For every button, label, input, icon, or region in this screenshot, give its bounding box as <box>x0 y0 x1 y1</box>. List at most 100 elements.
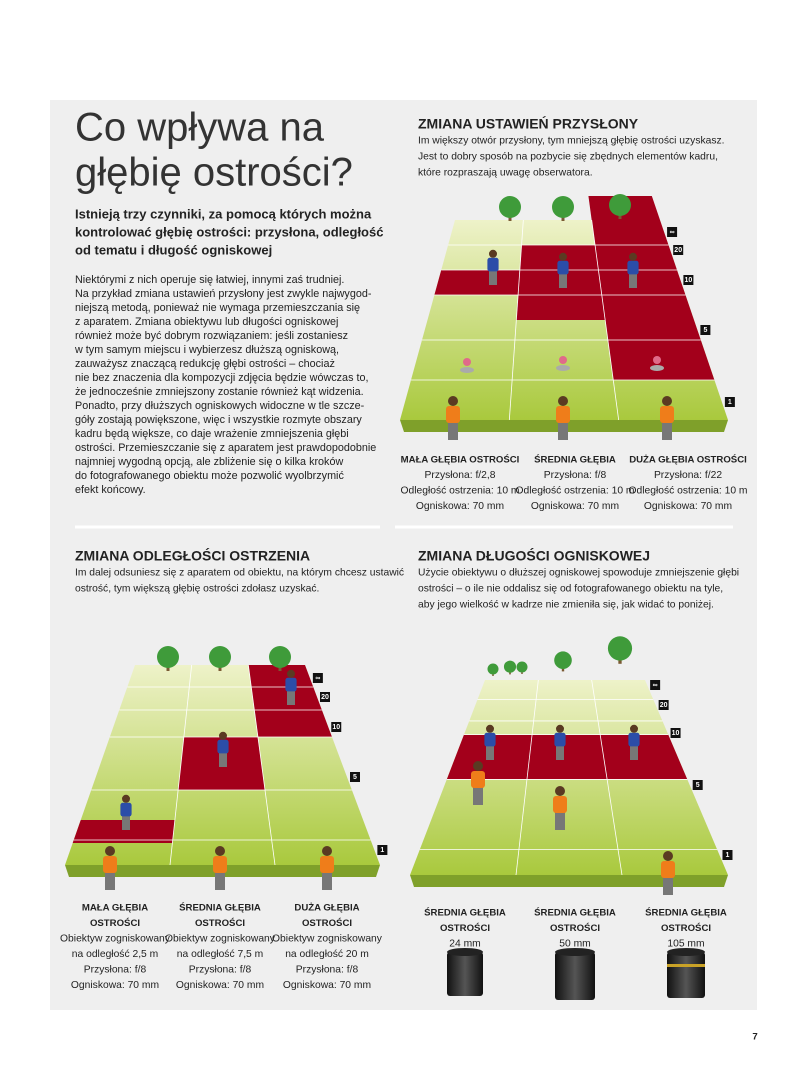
marker-box <box>350 772 360 782</box>
leg <box>663 877 673 895</box>
distance-marker: 5 <box>353 774 357 781</box>
column-label: OSTROŚCI <box>302 917 352 929</box>
column-text: Przysłona: f/22 <box>654 470 722 481</box>
body <box>660 406 674 423</box>
body-text: ostrości. Przemieszczanie się z aparatem… <box>75 442 376 454</box>
field-line <box>169 664 193 866</box>
column-text: Ogniskowa: 70 mm <box>531 501 619 512</box>
illustrations <box>65 194 735 1000</box>
head <box>556 724 564 733</box>
focus-zone <box>72 820 175 843</box>
column-text: Odległość ostrzenia: 10 m <box>400 486 519 497</box>
body <box>213 856 227 873</box>
leg <box>629 273 637 288</box>
body-text: że jednocześnie zmniejszony zostanie rów… <box>75 386 364 398</box>
body <box>103 856 117 873</box>
focus-zone <box>526 734 608 780</box>
head <box>219 731 227 740</box>
section-intro: Jest to dobry sposób na pozbycie się zbę… <box>418 152 718 163</box>
section-intro: ostrość, tym większą głębię ostrości zdo… <box>75 584 319 595</box>
lens <box>447 952 483 996</box>
leg <box>489 270 497 285</box>
leg <box>486 745 494 760</box>
field-line <box>247 664 276 866</box>
distance-marker: 5 <box>703 327 707 334</box>
marker-box <box>673 245 684 255</box>
lens <box>555 952 595 1000</box>
column-text: Odległość ostrzenia: 10 m <box>515 486 634 497</box>
marker-box <box>700 325 711 335</box>
leg <box>558 422 568 440</box>
column-text: 105 mm <box>667 939 704 950</box>
stone <box>460 367 474 373</box>
column-text: Przysłona: f/8 <box>544 470 607 481</box>
page-number: 7 <box>752 1032 757 1043</box>
crown <box>503 660 517 673</box>
crown <box>552 196 574 218</box>
lens-front <box>555 948 595 956</box>
column-text: 24 mm <box>449 939 480 950</box>
field-edge <box>410 875 728 887</box>
head <box>287 669 295 678</box>
leg <box>662 422 672 440</box>
body <box>628 732 640 747</box>
body-text: zauważysz znaczącą redukcję głębi ostroś… <box>75 358 335 370</box>
lead: od tematu i długość ogniskowej <box>75 242 272 257</box>
distance-marker: 20 <box>674 247 682 254</box>
column-label: MAŁA GŁĘBIA OSTROŚCI <box>401 454 520 466</box>
head <box>322 846 332 856</box>
body-text: Na przykład zmiana ustawień przysłony je… <box>75 288 372 300</box>
head <box>489 249 497 258</box>
section-intro: Im dalej odsuniesz się z aparatem od obi… <box>75 568 404 579</box>
column-text: Przysłona: f/2,8 <box>425 470 496 481</box>
flower <box>653 356 661 364</box>
body-text: z aparatem. Zmiana obiektywu lub długośc… <box>75 316 338 328</box>
leg <box>105 872 115 890</box>
marker-box <box>312 673 323 683</box>
head <box>558 396 568 406</box>
distance-marker: 20 <box>660 702 668 709</box>
column-text: Ogniskowa: 70 mm <box>283 980 371 991</box>
column-label: OSTROŚCI <box>661 922 711 934</box>
body <box>554 732 566 747</box>
leg <box>555 812 565 830</box>
lead: Istnieją trzy czynniki, za pomocą któryc… <box>75 206 372 221</box>
crown <box>516 661 528 673</box>
body-text: Niektórymi z nich operuje się łatwiej, i… <box>75 274 344 286</box>
field-line <box>515 679 539 876</box>
section-intro: Im większy otwór przysłony, tym mniejszą… <box>418 136 725 147</box>
body-text: Ponadto, przy dłuższych ogniskowych wido… <box>75 400 365 412</box>
column-label: OSTROŚCI <box>90 917 140 929</box>
section-intro: ostrości – o ile nie oddalisz się od fot… <box>418 584 723 595</box>
lens-front <box>667 948 705 956</box>
body <box>556 406 570 423</box>
distance-marker: ∞ <box>653 682 658 689</box>
body-text: niejszą metodą, ponieważ nie wymaga prze… <box>75 302 360 314</box>
leg <box>219 752 227 767</box>
lead: kontrolować głębię ostrości: przysłona, … <box>75 224 383 239</box>
column-text: Obiektyw zogniskowany <box>60 934 171 945</box>
column-text: Ogniskowa: 70 mm <box>644 501 732 512</box>
body-text: również może być dobrym rozwiązaniem: je… <box>75 330 348 342</box>
body-text: góły zostają powiększone, więc i wszystk… <box>75 414 362 426</box>
crown <box>609 194 631 216</box>
lens <box>667 952 705 998</box>
body <box>557 260 569 275</box>
marker-box <box>667 227 678 237</box>
column-text: 50 mm <box>559 939 590 950</box>
head <box>486 724 494 733</box>
leg <box>556 745 564 760</box>
body <box>661 861 675 878</box>
crown <box>554 651 572 669</box>
body <box>320 856 334 873</box>
marker-box <box>724 397 735 407</box>
head <box>473 761 483 771</box>
focus-zone <box>600 734 688 780</box>
body-text: efekt końcowy. <box>75 484 146 496</box>
body-text: najmniej wygodną opcją, ale zbliżenie si… <box>75 456 343 468</box>
head <box>555 786 565 796</box>
lens-ring <box>667 964 705 967</box>
distance-marker: 10 <box>672 730 680 737</box>
leg <box>287 690 295 705</box>
column-label: MAŁA GŁĘBIA <box>82 903 148 914</box>
